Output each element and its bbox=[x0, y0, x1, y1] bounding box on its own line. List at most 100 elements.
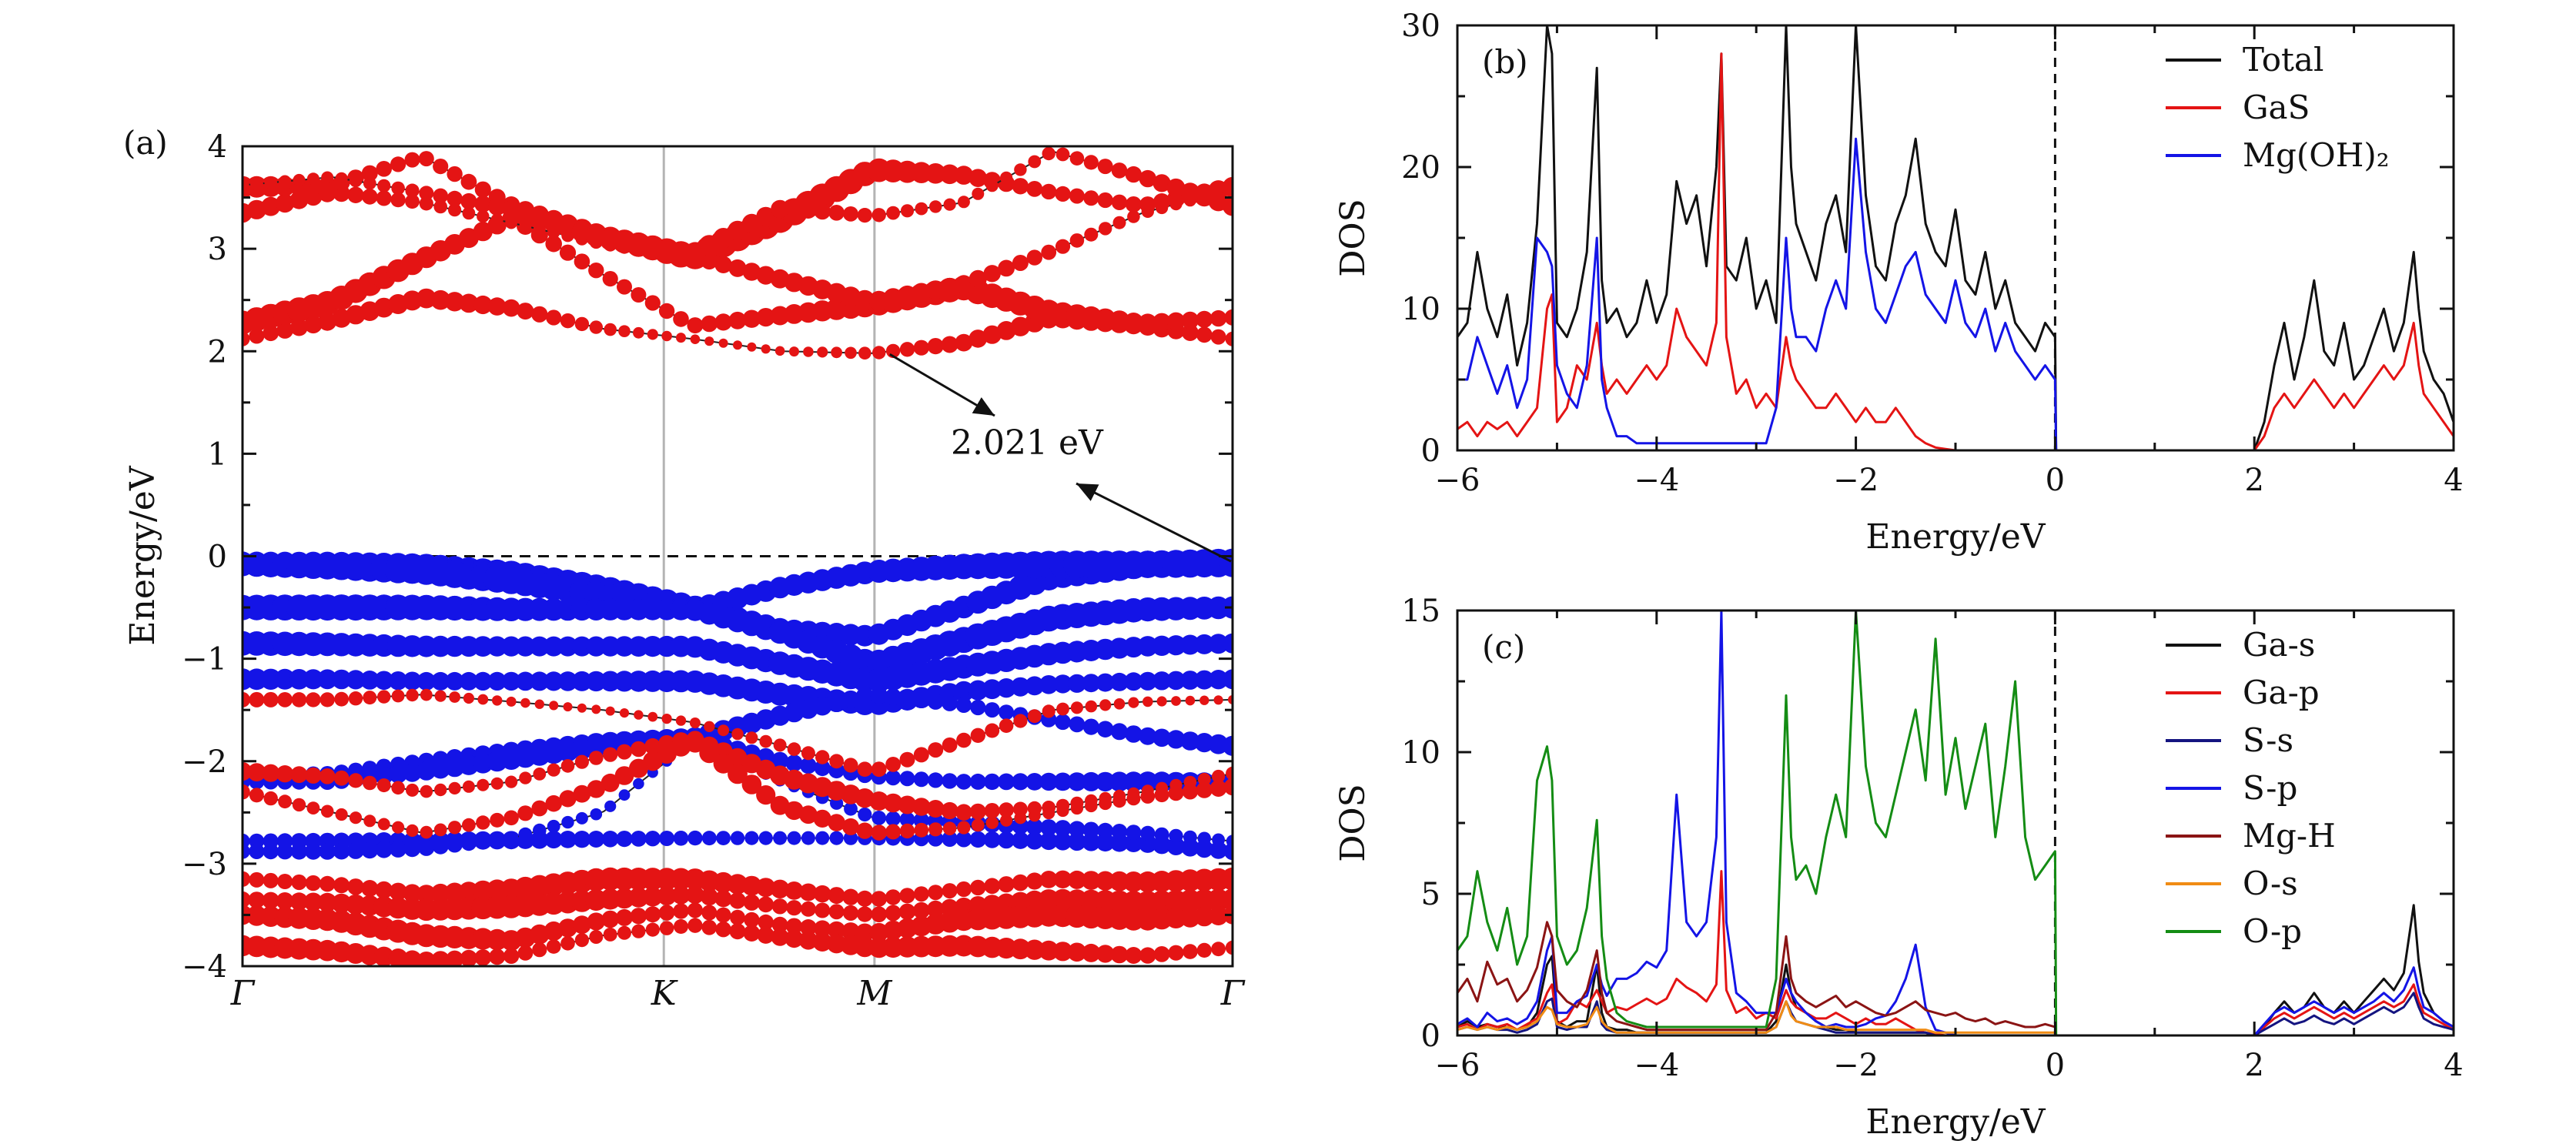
band-point bbox=[474, 949, 492, 966]
y-tick-label: 0 bbox=[208, 540, 227, 575]
band-point bbox=[1142, 696, 1153, 707]
band-point bbox=[842, 818, 859, 835]
band-point bbox=[1210, 329, 1226, 345]
band-point bbox=[1209, 906, 1229, 925]
band-point bbox=[557, 636, 578, 657]
band-point bbox=[1014, 163, 1027, 176]
band-point bbox=[573, 784, 591, 803]
dos-line-mg-oh- bbox=[1457, 137, 2454, 450]
band-point bbox=[347, 878, 364, 895]
band-point bbox=[1153, 946, 1170, 962]
band-point bbox=[488, 198, 507, 216]
band-point bbox=[1027, 709, 1042, 724]
band-point bbox=[1196, 326, 1213, 343]
band-point bbox=[560, 936, 575, 951]
band-point bbox=[492, 695, 503, 706]
band-point bbox=[391, 821, 405, 834]
band-point bbox=[1183, 944, 1198, 959]
gap-arrows bbox=[889, 353, 1232, 563]
band-point bbox=[363, 815, 376, 828]
band-point bbox=[871, 891, 887, 907]
band-point bbox=[684, 732, 705, 753]
band-point bbox=[262, 891, 279, 909]
band-point bbox=[630, 908, 647, 925]
band-point bbox=[587, 780, 605, 798]
band-point bbox=[758, 896, 774, 913]
band-point bbox=[1125, 166, 1142, 183]
band-point bbox=[448, 781, 461, 794]
x-tick-label: −4 bbox=[1634, 463, 1679, 498]
band-point bbox=[998, 876, 1015, 893]
y-tick-label: 5 bbox=[1421, 877, 1440, 912]
band-point bbox=[673, 831, 689, 846]
band-point bbox=[1111, 723, 1128, 741]
band-point bbox=[855, 687, 874, 706]
band-point bbox=[534, 699, 544, 709]
band-point bbox=[1069, 716, 1086, 733]
band-point bbox=[1125, 196, 1142, 212]
band-point bbox=[1054, 820, 1072, 837]
band-point bbox=[857, 208, 872, 223]
band-point bbox=[1053, 870, 1072, 889]
band-point bbox=[618, 325, 631, 338]
band-point bbox=[601, 773, 620, 792]
band-point bbox=[658, 905, 675, 921]
band-point bbox=[984, 878, 1001, 895]
band-point bbox=[616, 908, 633, 926]
band-point bbox=[955, 881, 972, 898]
band-point bbox=[1025, 831, 1044, 850]
band-point bbox=[275, 193, 295, 213]
band-point bbox=[459, 293, 479, 313]
dos-line-o-p bbox=[1457, 610, 2454, 1035]
band-point bbox=[785, 881, 804, 900]
band-point bbox=[515, 636, 536, 657]
band-point bbox=[631, 831, 647, 847]
band-point bbox=[1084, 227, 1099, 242]
band-point bbox=[278, 794, 292, 809]
band-point bbox=[633, 778, 644, 790]
band-point bbox=[644, 906, 661, 923]
band-point bbox=[487, 297, 507, 316]
band-point bbox=[517, 945, 534, 961]
band-point bbox=[927, 694, 944, 710]
band-point bbox=[331, 669, 352, 690]
band-point bbox=[742, 309, 761, 328]
band-point bbox=[686, 885, 704, 905]
band-point bbox=[391, 781, 405, 795]
band-point bbox=[1111, 824, 1128, 840]
band-point bbox=[1099, 222, 1112, 236]
band-point bbox=[261, 196, 281, 216]
band-point bbox=[843, 758, 858, 773]
band-point bbox=[321, 171, 334, 184]
band-point bbox=[942, 773, 958, 789]
band-point bbox=[785, 199, 803, 218]
band-point bbox=[306, 801, 320, 815]
band-point bbox=[1041, 244, 1057, 260]
band-point bbox=[559, 790, 577, 808]
band-point bbox=[972, 187, 985, 200]
band-point bbox=[601, 910, 619, 928]
band-structure-panel: (a) 2.021 eV −4 −3 −2 −1 0 1 2 3 4 Γ K M Γ Energy/e… bbox=[123, 124, 1246, 1013]
dos-line-mg-h bbox=[1457, 921, 2454, 1035]
x-tick-label: 4 bbox=[2444, 463, 2463, 498]
band-point bbox=[657, 886, 677, 906]
band-point bbox=[954, 166, 974, 185]
band-point bbox=[363, 176, 376, 190]
band-point bbox=[799, 805, 818, 825]
band-point bbox=[473, 222, 493, 242]
band-point bbox=[1013, 714, 1028, 728]
dos-line-o-s bbox=[1457, 1000, 2454, 1035]
band-point bbox=[506, 696, 517, 707]
band-point bbox=[885, 811, 901, 827]
band-point bbox=[1096, 771, 1116, 792]
band-point bbox=[955, 804, 972, 821]
band-point bbox=[1182, 324, 1199, 341]
band-point bbox=[913, 747, 929, 763]
band-point bbox=[1226, 766, 1233, 781]
band-point bbox=[1224, 309, 1233, 326]
band-point bbox=[1000, 814, 1013, 827]
band-point bbox=[518, 827, 533, 841]
band-point bbox=[985, 816, 999, 829]
band-point bbox=[333, 842, 350, 860]
band-point bbox=[1096, 673, 1115, 692]
